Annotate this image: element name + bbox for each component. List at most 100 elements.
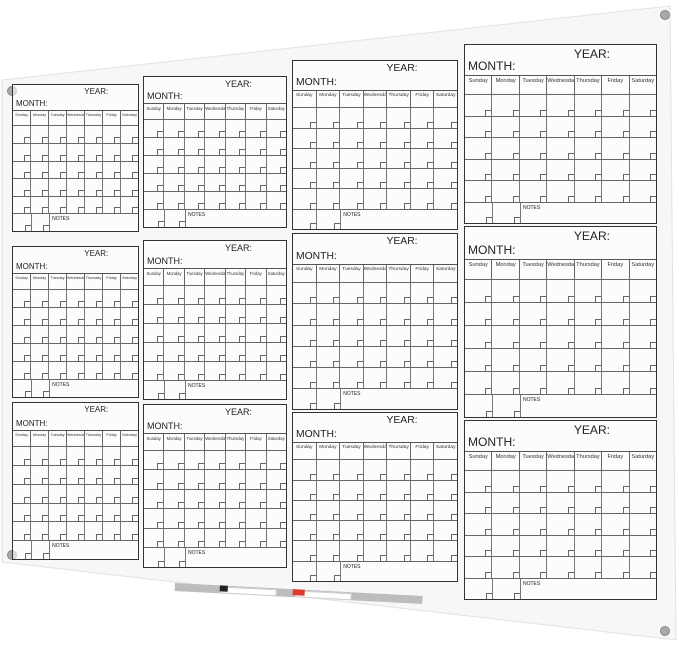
day-cell[interactable]	[245, 470, 266, 489]
day-cell[interactable]	[546, 159, 574, 181]
day-cell[interactable]	[362, 304, 387, 325]
day-cell[interactable]	[204, 137, 225, 155]
day-cell[interactable]	[409, 521, 434, 541]
day-cell[interactable]	[465, 280, 492, 303]
day-cell[interactable]	[84, 307, 102, 325]
day-cell[interactable]	[465, 181, 492, 202]
day-cell[interactable]	[601, 138, 629, 159]
day-cell[interactable]	[492, 578, 520, 600]
day-cell[interactable]	[224, 361, 246, 380]
day-cell[interactable]	[224, 509, 246, 528]
day-cell[interactable]	[491, 95, 519, 116]
day-cell[interactable]	[628, 303, 656, 326]
day-cell[interactable]	[601, 326, 629, 349]
day-cell[interactable]	[66, 196, 84, 214]
day-cell[interactable]	[601, 303, 629, 326]
day-cell[interactable]	[491, 303, 519, 326]
day-cell[interactable]	[265, 528, 286, 548]
day-cell[interactable]	[293, 347, 316, 367]
day-cell[interactable]	[601, 349, 629, 372]
day-cell[interactable]	[433, 283, 458, 304]
day-cell[interactable]	[144, 324, 164, 342]
day-cell[interactable]	[386, 460, 410, 480]
day-cell[interactable]	[48, 465, 66, 484]
day-cell[interactable]	[433, 480, 458, 500]
day-cell[interactable]	[183, 323, 205, 342]
day-cell[interactable]	[224, 155, 246, 173]
day-cell[interactable]	[518, 514, 547, 535]
day-cell[interactable]	[144, 120, 164, 137]
day-cell[interactable]	[30, 447, 48, 465]
day-cell[interactable]	[102, 144, 120, 161]
day-cell[interactable]	[628, 349, 656, 372]
day-cell[interactable]	[601, 116, 629, 138]
day-cell[interactable]	[66, 465, 84, 484]
day-cell[interactable]	[546, 280, 574, 303]
day-cell[interactable]	[628, 138, 656, 159]
day-cell[interactable]	[163, 528, 184, 548]
day-cell[interactable]	[84, 196, 102, 214]
day-cell[interactable]	[409, 148, 434, 169]
day-cell[interactable]	[339, 283, 363, 304]
notes-area[interactable]: NOTES	[340, 209, 457, 230]
day-cell[interactable]	[293, 108, 316, 128]
day-cell[interactable]	[293, 326, 316, 346]
day-cell[interactable]	[84, 144, 102, 161]
day-cell[interactable]	[546, 138, 574, 159]
day-cell[interactable]	[546, 116, 574, 138]
day-cell[interactable]	[362, 108, 387, 128]
day-cell[interactable]	[465, 395, 492, 418]
day-cell[interactable]	[265, 323, 286, 342]
day-cell[interactable]	[465, 303, 492, 326]
day-cell[interactable]	[339, 500, 363, 521]
day-cell[interactable]	[465, 493, 492, 514]
day-cell[interactable]	[293, 169, 316, 189]
day-cell[interactable]	[491, 326, 519, 349]
day-cell[interactable]	[465, 514, 492, 535]
day-cell[interactable]	[102, 196, 120, 214]
day-cell[interactable]	[465, 579, 492, 600]
day-cell[interactable]	[163, 450, 184, 470]
day-cell[interactable]	[293, 368, 316, 388]
day-cell[interactable]	[386, 367, 410, 388]
day-cell[interactable]	[204, 191, 225, 209]
day-cell[interactable]	[573, 492, 602, 514]
day-cell[interactable]	[84, 289, 102, 307]
day-cell[interactable]	[204, 489, 225, 509]
day-cell[interactable]	[30, 144, 48, 161]
day-cell[interactable]	[316, 209, 341, 230]
day-cell[interactable]	[628, 280, 656, 303]
day-cell[interactable]	[433, 346, 458, 367]
day-cell[interactable]	[362, 367, 387, 388]
day-cell[interactable]	[163, 323, 184, 342]
day-cell[interactable]	[120, 179, 138, 196]
day-cell[interactable]	[573, 557, 602, 578]
day-cell[interactable]	[183, 470, 205, 489]
day-cell[interactable]	[204, 470, 225, 489]
day-cell[interactable]	[120, 522, 138, 541]
day-cell[interactable]	[66, 179, 84, 196]
day-cell[interactable]	[224, 470, 246, 489]
day-cell[interactable]	[316, 561, 341, 582]
day-cell[interactable]	[120, 126, 138, 143]
day-cell[interactable]	[491, 535, 519, 557]
day-cell[interactable]	[386, 189, 410, 209]
day-cell[interactable]	[102, 289, 120, 307]
day-cell[interactable]	[204, 119, 225, 137]
day-cell[interactable]	[245, 173, 266, 191]
notes-area[interactable]: NOTES	[49, 541, 138, 559]
day-cell[interactable]	[163, 155, 184, 173]
day-cell[interactable]	[386, 480, 410, 500]
day-cell[interactable]	[120, 289, 138, 307]
day-cell[interactable]	[315, 367, 340, 388]
day-cell[interactable]	[315, 128, 340, 148]
day-cell[interactable]	[339, 460, 363, 480]
day-cell[interactable]	[48, 484, 66, 503]
day-cell[interactable]	[386, 541, 410, 561]
day-cell[interactable]	[293, 501, 316, 521]
day-cell[interactable]	[433, 541, 458, 561]
day-cell[interactable]	[386, 128, 410, 148]
day-cell[interactable]	[573, 471, 602, 492]
day-cell[interactable]	[224, 191, 246, 209]
day-cell[interactable]	[546, 535, 574, 557]
